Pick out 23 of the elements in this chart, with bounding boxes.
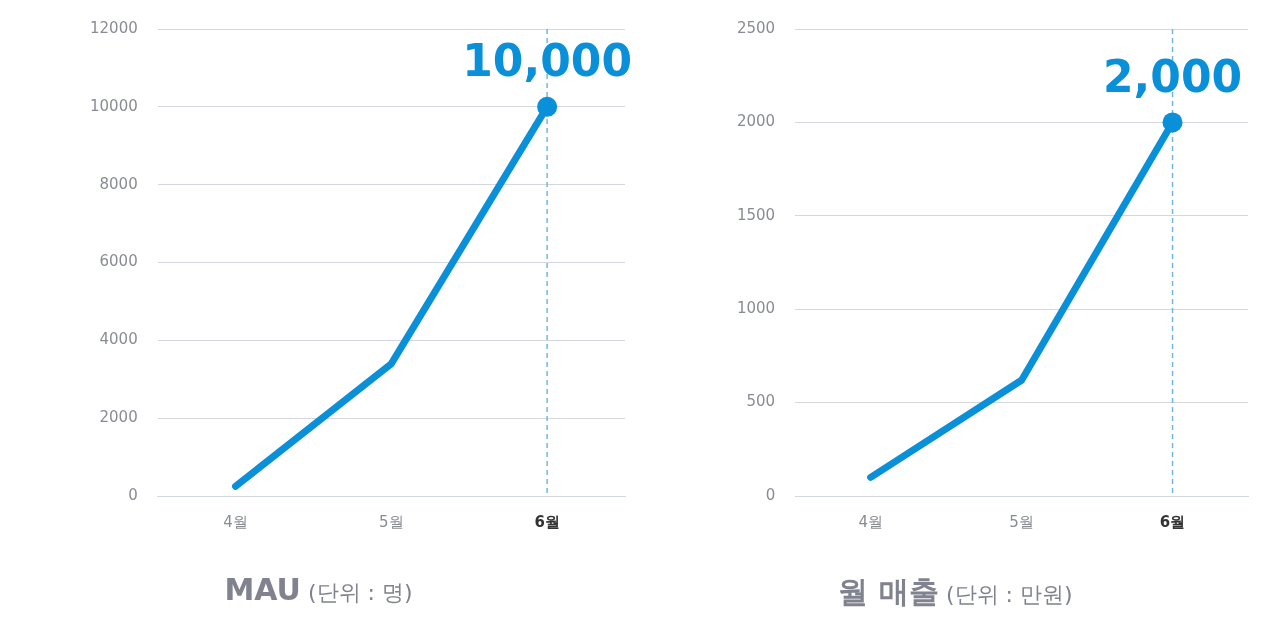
y-tick-label: 0 bbox=[128, 485, 138, 504]
x-tick-label: 5월 bbox=[379, 512, 404, 531]
y-tick-label: 1500 bbox=[736, 205, 776, 224]
x-tick-label: 4월 bbox=[223, 512, 248, 531]
annotation: 10,000 bbox=[462, 35, 633, 87]
x-tick-label: 5월 bbox=[1009, 512, 1034, 531]
y-tick-label: 2000 bbox=[99, 408, 138, 427]
annotation: 2,000 bbox=[1102, 50, 1243, 102]
y-tick-label: 2500 bbox=[736, 18, 776, 37]
x-tick-label: 4월 bbox=[858, 512, 883, 531]
y-tick-label: 1000 bbox=[736, 299, 776, 318]
x-tick-label: 6월 bbox=[534, 512, 560, 531]
text: MAU (단위 : 명) bbox=[224, 572, 413, 607]
y-tick-label: 10000 bbox=[90, 96, 138, 115]
y-tick-label: 8000 bbox=[99, 174, 138, 193]
y-tick-label: 0 bbox=[765, 485, 776, 504]
y-tick-label: 6000 bbox=[99, 252, 138, 271]
y-tick-label: 12000 bbox=[90, 18, 138, 37]
y-tick-label: 500 bbox=[746, 392, 776, 411]
y-tick-label: 4000 bbox=[99, 330, 138, 349]
text: 월 매출 (단위 : 만원) bbox=[838, 574, 1073, 609]
y-tick-label: 2000 bbox=[736, 112, 776, 131]
x-tick-label: 6월 bbox=[1159, 512, 1186, 531]
